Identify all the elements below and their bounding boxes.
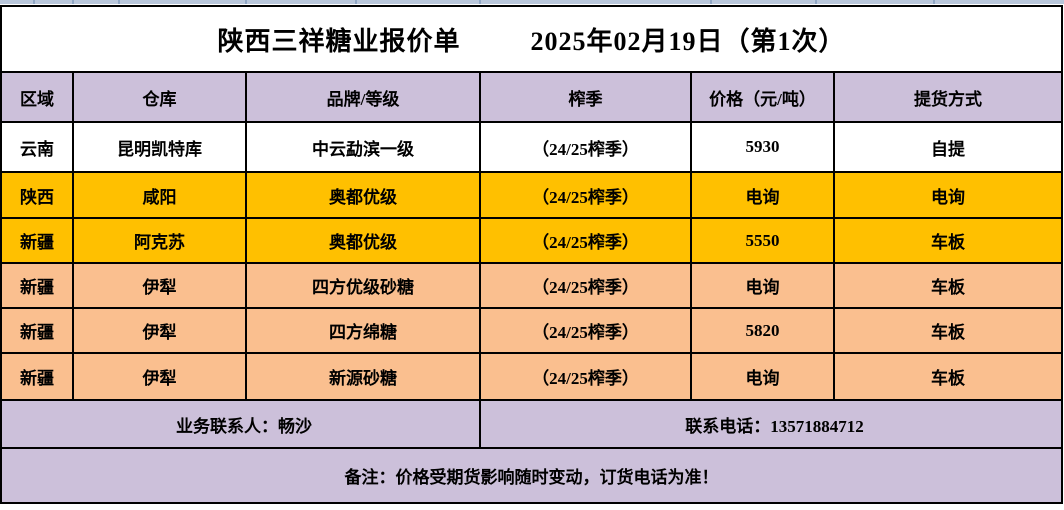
cell-season: （24/25榨季） — [479, 171, 692, 219]
cell-warehouse: 伊犁 — [72, 307, 247, 354]
cell-warehouse: 咸阳 — [72, 171, 247, 219]
cell-brand: 新源砂糖 — [245, 352, 481, 401]
cell-price: 5550 — [690, 217, 835, 264]
cell-region: 云南 — [0, 121, 74, 173]
col-header-brand: 品牌/等级 — [245, 71, 481, 123]
table-row: 新疆 伊犁 四方优级砂糖 （24/25榨季） 电询 车板 — [0, 262, 1064, 309]
col-header-season: 榨季 — [479, 71, 692, 123]
quotation-table: 陕西三祥糖业报价单 2025年02月19日（第1次） 区域 仓库 品牌/等级 榨… — [0, 5, 1064, 504]
table-row: 陕西 咸阳 奥都优级 （24/25榨季） 电询 电询 — [0, 171, 1064, 219]
remark-text: 备注：价格受期货影响随时变动，订货电话为准！ — [0, 447, 1064, 504]
cell-warehouse: 伊犁 — [72, 352, 247, 401]
title-row: 陕西三祥糖业报价单 2025年02月19日（第1次） — [0, 5, 1064, 73]
cell-delivery: 自提 — [832, 121, 1064, 173]
table-row: 新疆 伊犁 新源砂糖 （24/25榨季） 电询 车板 — [0, 352, 1064, 401]
cell-delivery: 电询 — [832, 171, 1064, 219]
cell-brand: 四方优级砂糖 — [245, 262, 481, 309]
col-header-region: 区域 — [0, 71, 74, 123]
cell-brand: 奥都优级 — [245, 171, 481, 219]
cell-price: 电询 — [690, 262, 835, 309]
company-title: 陕西三祥糖业报价单 — [217, 26, 461, 56]
col-header-warehouse: 仓库 — [72, 71, 247, 123]
cell-brand: 四方绵糖 — [245, 307, 481, 354]
col-header-price: 价格（元/吨） — [690, 71, 835, 123]
cell-region: 新疆 — [0, 307, 74, 354]
cell-price: 电询 — [690, 171, 835, 219]
cell-delivery: 车板 — [832, 307, 1064, 354]
cell-season: （24/25榨季） — [479, 307, 692, 354]
cell-delivery: 车板 — [832, 262, 1064, 309]
cell-price: 5820 — [690, 307, 835, 354]
cell-region: 新疆 — [0, 217, 74, 264]
cell-season: （24/25榨季） — [479, 217, 692, 264]
cell-region: 陕西 — [0, 171, 74, 219]
cell-delivery: 车板 — [832, 217, 1064, 264]
spreadsheet-remnant-strip — [0, 0, 1064, 5]
contact-row: 业务联系人：畅沙 联系电话：13571884712 — [0, 399, 1064, 449]
page-title: 陕西三祥糖业报价单 2025年02月19日（第1次） — [3, 21, 1060, 58]
cell-warehouse: 伊犁 — [72, 262, 247, 309]
cell-brand: 奥都优级 — [245, 217, 481, 264]
table-row: 新疆 阿克苏 奥都优级 （24/25榨季） 5550 车板 — [0, 217, 1064, 264]
cell-season: （24/25榨季） — [479, 121, 692, 173]
cell-price: 电询 — [690, 352, 835, 401]
cell-region: 新疆 — [0, 352, 74, 401]
contact-person: 业务联系人：畅沙 — [0, 399, 481, 449]
cell-price: 5930 — [690, 121, 835, 173]
contact-phone: 联系电话：13571884712 — [478, 399, 1064, 449]
cell-region: 新疆 — [0, 262, 74, 309]
remark-row: 备注：价格受期货影响随时变动，订货电话为准！ — [0, 447, 1064, 504]
cell-warehouse: 昆明凯特库 — [72, 121, 247, 173]
table-row: 云南 昆明凯特库 中云勐滨一级 （24/25榨季） 5930 自提 — [0, 121, 1064, 173]
table-row: 新疆 伊犁 四方绵糖 （24/25榨季） 5820 车板 — [0, 307, 1064, 354]
cell-season: （24/25榨季） — [479, 262, 692, 309]
cell-brand: 中云勐滨一级 — [245, 121, 481, 173]
col-header-delivery: 提货方式 — [832, 71, 1064, 123]
cell-season: （24/25榨季） — [479, 352, 692, 401]
quote-date: 2025年02月19日（第1次） — [530, 26, 846, 56]
header-row: 区域 仓库 品牌/等级 榨季 价格（元/吨） 提货方式 — [0, 71, 1064, 123]
cell-delivery: 车板 — [832, 352, 1064, 401]
cell-warehouse: 阿克苏 — [72, 217, 247, 264]
